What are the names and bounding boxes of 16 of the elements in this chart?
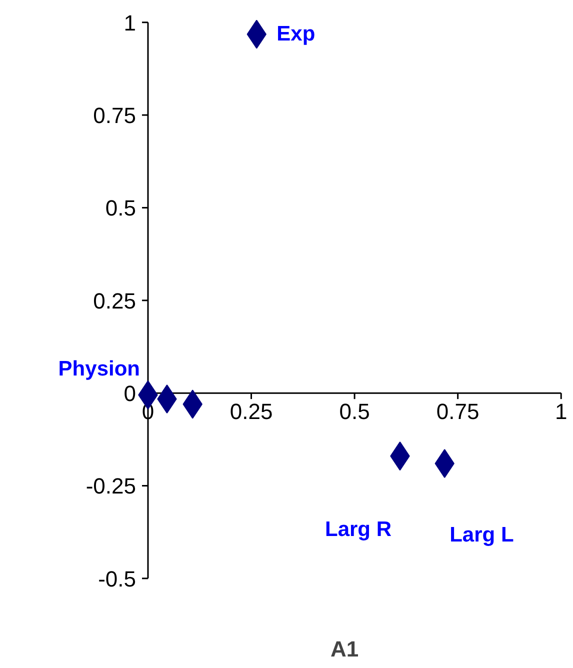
y-tick-label: -0.5 bbox=[98, 566, 136, 592]
annotation: Larg L bbox=[450, 524, 514, 547]
x-tick-label: 0.5 bbox=[339, 399, 370, 424]
annotation: Larg R bbox=[324, 518, 392, 542]
y-tick-label: -0.25 bbox=[86, 474, 136, 499]
x-tick-label: 0.25 bbox=[230, 399, 273, 424]
y-tick-label: 0 bbox=[124, 381, 136, 406]
y-tick-label: 0.5 bbox=[105, 196, 136, 221]
x-axis-title: A1 bbox=[330, 636, 359, 662]
y-tick-label: 0.75 bbox=[93, 103, 136, 128]
x-tick-label: 0.75 bbox=[436, 399, 480, 424]
y-tick-label: 0.25 bbox=[93, 288, 136, 314]
annotation: Physion bbox=[58, 357, 140, 380]
annotation: Exp bbox=[276, 22, 316, 46]
x-tick-label: 1 bbox=[554, 399, 568, 424]
y-tick-label: 1 bbox=[124, 10, 136, 36]
